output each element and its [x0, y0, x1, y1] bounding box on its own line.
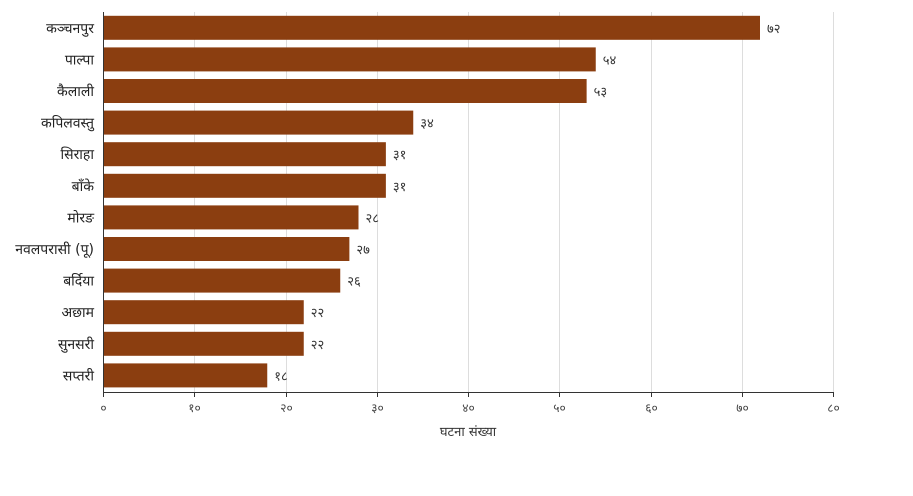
data-label: १८ — [274, 369, 288, 384]
category-label: सुनसरी — [58, 336, 94, 353]
data-label: २६ — [347, 275, 361, 290]
grid-lines — [194, 12, 834, 392]
data-label: ३१ — [393, 148, 407, 163]
bar — [103, 237, 350, 261]
category-label: सिराहा — [60, 146, 94, 163]
bar — [103, 363, 268, 388]
x-tick-label: ३० — [371, 401, 383, 415]
data-label: ७२ — [767, 22, 781, 37]
data-label: ५४ — [603, 53, 617, 68]
data-label: २७ — [356, 243, 370, 258]
category-label: अछाम — [61, 305, 94, 321]
bar — [103, 331, 304, 356]
bar — [103, 47, 596, 72]
data-label: २८ — [366, 211, 380, 226]
x-tick-label: ४० — [462, 401, 474, 415]
x-axis-title: घटना संख्या — [440, 425, 497, 440]
category-label: कपिलवस्तु — [41, 115, 95, 132]
x-tick-label: ५० — [553, 401, 565, 415]
x-tick-label: २० — [280, 401, 292, 415]
data-label: ३१ — [393, 180, 407, 195]
data-label: २२ — [311, 338, 325, 353]
category-label: मोरङ — [67, 209, 95, 226]
category-label: कञ्चनपुर — [46, 21, 94, 37]
category-label: बर्दिया — [63, 273, 94, 290]
bars — [103, 15, 760, 388]
x-tick-label: ० — [100, 401, 106, 415]
bar — [103, 110, 414, 135]
category-label: पाल्पा — [65, 52, 95, 68]
category-label: नवलपरासी (पू) — [15, 241, 94, 258]
category-label: सप्तरी — [63, 367, 94, 384]
data-label: ३४ — [420, 117, 434, 132]
x-axis: ० १० २० ३० ४० ५० ६० ७० ८० — [100, 12, 840, 415]
category-label: बाँके — [72, 178, 95, 195]
bar — [103, 300, 304, 325]
data-label: ५३ — [594, 85, 608, 100]
x-tick-label: ८० — [827, 401, 839, 415]
x-tick-label: ७० — [736, 401, 748, 415]
bar — [103, 15, 760, 40]
x-tick-label: ६० — [645, 401, 657, 415]
category-label: कैलाली — [57, 83, 94, 100]
data-label: २२ — [311, 306, 325, 321]
bar — [103, 79, 587, 103]
x-tick-label: १० — [188, 401, 200, 415]
bar — [103, 205, 359, 230]
labels: कञ्चनपुर ७२ पाल्पा ५४ कैलाली ५३ कपिलवस्तु ३४ सिर… — [15, 21, 780, 385]
bar — [103, 142, 386, 167]
bar — [103, 268, 341, 293]
bar — [103, 173, 386, 198]
